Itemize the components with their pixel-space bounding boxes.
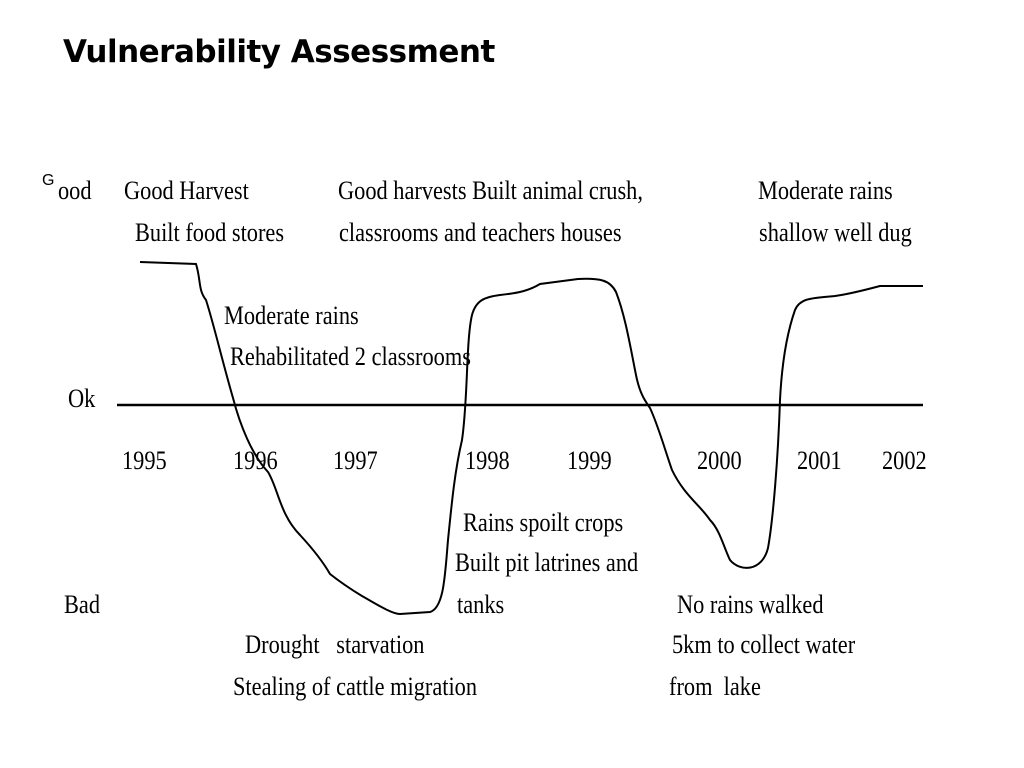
annotation-2001-line2: shallow well dug bbox=[759, 218, 912, 247]
level-label-ok: Ok bbox=[68, 384, 96, 413]
vulnerability-curve bbox=[139, 261, 923, 616]
annotation-2000-line3: from lake bbox=[669, 672, 761, 701]
annotation-1998-bad-line3: tanks bbox=[457, 590, 505, 619]
annotation-2001-line1: Moderate rains bbox=[758, 176, 893, 205]
stray-letter: G bbox=[42, 172, 55, 189]
annotation-1998-good-line2: classrooms and teachers houses bbox=[339, 218, 622, 247]
page-title: Vulnerability Assessment bbox=[63, 34, 495, 70]
annotation-1996-line1: Moderate rains bbox=[224, 301, 359, 330]
year-label-1999: 1999 bbox=[567, 446, 612, 475]
year-label-2000: 2000 bbox=[697, 446, 742, 475]
annotation-1998-good-line1: Good harvests Built animal crush, bbox=[338, 176, 643, 205]
level-label-good: ood bbox=[58, 176, 92, 205]
year-label-1996: 1996 bbox=[233, 446, 278, 475]
year-label-2002: 2002 bbox=[882, 446, 927, 475]
annotation-2000-line1: No rains walked bbox=[677, 590, 824, 619]
annotation-1996-line2: Rehabilitated 2 classrooms bbox=[230, 342, 471, 371]
annotation-1997-line1: Drought starvation bbox=[245, 630, 425, 659]
year-label-1997: 1997 bbox=[333, 446, 378, 475]
annotation-1995-line2: Built food stores bbox=[135, 218, 285, 247]
year-label-1995: 1995 bbox=[122, 446, 167, 475]
annotation-1998-bad-line1: Rains spoilt crops bbox=[463, 508, 624, 537]
year-label-2001: 2001 bbox=[797, 446, 842, 475]
annotation-1998-bad-line2: Built pit latrines and bbox=[455, 548, 639, 577]
annotation-1997-line2: Stealing of cattle migration bbox=[233, 672, 478, 701]
level-label-bad: Bad bbox=[64, 590, 101, 619]
year-label-1998: 1998 bbox=[465, 446, 510, 475]
annotation-2000-line2: 5km to collect water bbox=[672, 630, 856, 659]
annotation-1995-line1: Good Harvest bbox=[124, 176, 249, 205]
